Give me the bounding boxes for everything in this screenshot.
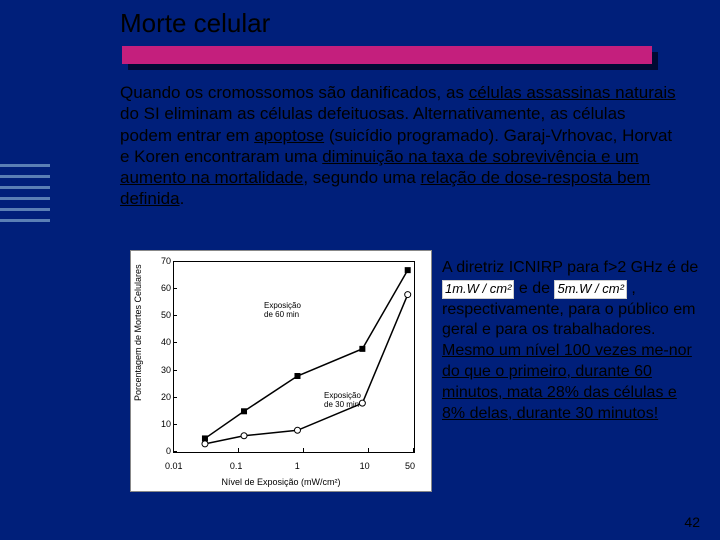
x-tick: 1: [295, 461, 300, 471]
x-tick: 10: [360, 461, 370, 471]
y-tick: 10: [157, 419, 171, 429]
title-underline-bar: [122, 46, 652, 64]
y-tick: 30: [157, 365, 171, 375]
y-tick: 0: [157, 446, 171, 456]
legend-60min: Exposiçãode 60 min: [264, 302, 301, 320]
page-number: 42: [684, 514, 700, 530]
dose-response-chart: Porcentagem de Mortes Celulares Exposiçã…: [130, 250, 432, 492]
decorative-stripes: [0, 160, 60, 226]
text: e de: [514, 280, 554, 297]
formula-1: 1m.W / cm²: [442, 280, 514, 299]
text: , segundo uma: [303, 168, 420, 187]
text: .: [180, 189, 185, 208]
legend-30min: Exposiçãode 30 min: [324, 392, 361, 410]
formula-2: 5m.W / cm²: [554, 280, 626, 299]
y-tick: 40: [157, 337, 171, 347]
y-tick: 20: [157, 392, 171, 402]
y-tick: 50: [157, 310, 171, 320]
underline-phrase: células assassinas naturais: [469, 83, 676, 102]
y-tick: 60: [157, 283, 171, 293]
x-tick: 0.01: [165, 461, 183, 471]
chart-svg: [174, 262, 414, 452]
x-tick: 0.1: [230, 461, 243, 471]
x-tick: 50: [405, 461, 415, 471]
body-paragraph-1: Quando os cromossomos são danificados, a…: [120, 82, 680, 210]
x-axis-label: Nível de Exposição (mW/cm²): [131, 477, 431, 487]
text: Quando os cromossomos são danificados, a…: [120, 83, 469, 102]
chart-plot-area: Exposiçãode 60 min Exposiçãode 30 min: [173, 261, 415, 453]
underline-phrase: apoptose: [254, 126, 324, 145]
y-axis-label: Porcentagem de Mortes Celulares: [133, 264, 143, 401]
text: A diretriz ICNIRP para f>2 GHz é de: [442, 259, 698, 276]
slide-title: Morte celular: [120, 8, 270, 39]
y-tick: 70: [157, 256, 171, 266]
body-paragraph-2: A diretriz ICNIRP para f>2 GHz é de 1m.W…: [442, 258, 702, 424]
underline-phrase: Mesmo um nível 100 vezes me-nor do que o…: [442, 342, 692, 421]
